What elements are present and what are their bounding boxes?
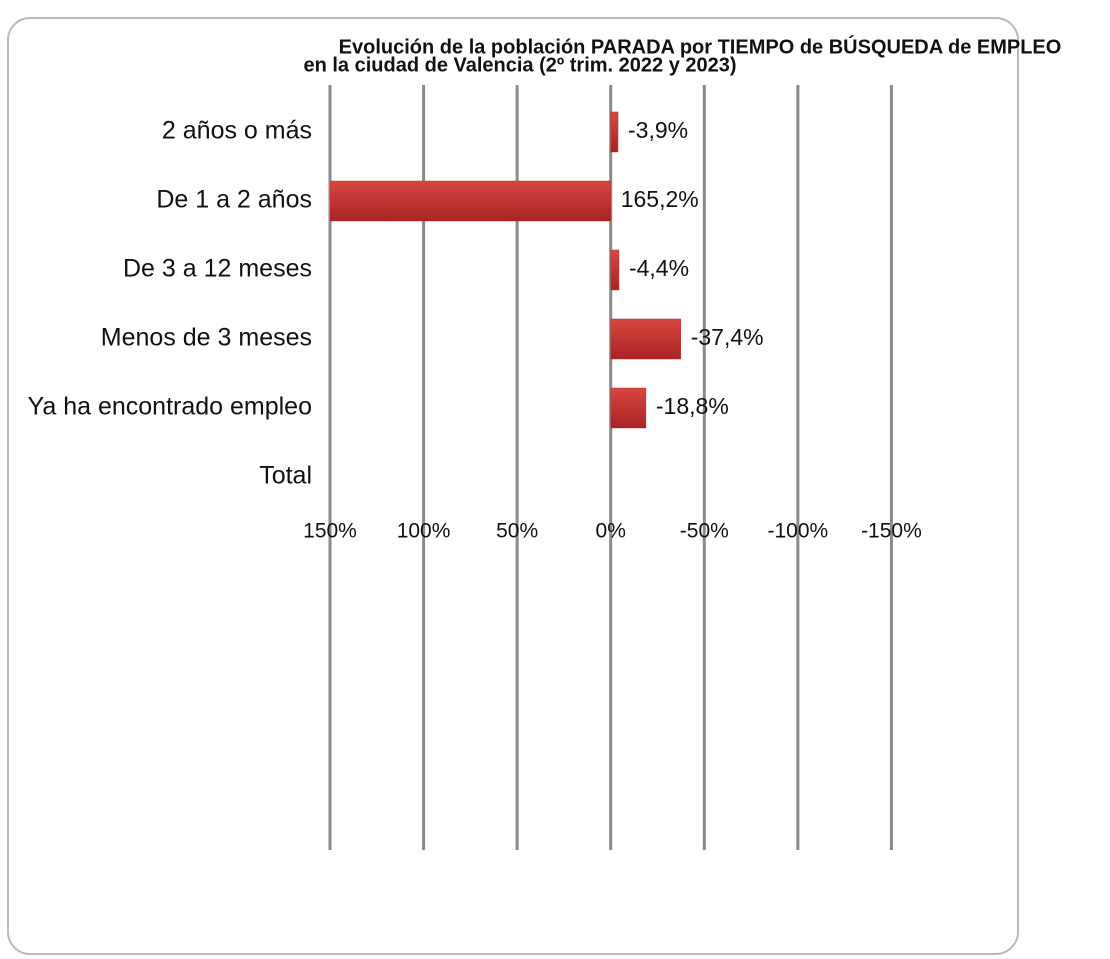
x-tick-label: 50% <box>496 520 538 543</box>
labels: 150% 100% 50% 0% -50% -100% -150% 2 años o más -… <box>28 117 922 543</box>
y-tick-label: Menos de 3 meses <box>101 324 312 352</box>
value-label: -3,9% <box>628 117 688 143</box>
x-tick-label: -50% <box>680 520 729 543</box>
y-tick-label: De 1 a 2 años <box>156 186 312 214</box>
chart-title: Evolución de la población PARADA por TIE… <box>339 34 1062 58</box>
bars <box>330 111 681 429</box>
x-tick-label: 150% <box>303 520 357 543</box>
bar <box>610 111 619 153</box>
chart-frame <box>7 17 1019 955</box>
y-tick-label: Total <box>259 462 312 490</box>
x-tick-label: 0% <box>596 520 626 543</box>
bar <box>610 249 620 291</box>
value-label: -18,8% <box>656 393 729 419</box>
y-tick-label: De 3 a 12 meses <box>123 255 312 283</box>
x-tick-label: -100% <box>768 520 829 543</box>
x-tick-label: -150% <box>861 520 922 543</box>
value-label: -4,4% <box>629 255 689 281</box>
y-tick-label: Ya ha encontrado empleo <box>28 393 312 421</box>
x-tick-label: 100% <box>397 520 451 543</box>
bar <box>330 180 611 222</box>
chart-subtitle: en la ciudad de Valencia (2º trim. 2022 … <box>303 54 736 76</box>
bar <box>610 318 681 360</box>
value-label: -37,4% <box>691 324 764 350</box>
value-label: 165,2% <box>621 186 699 212</box>
y-tick-label: 2 años o más <box>162 117 312 145</box>
bar <box>610 387 647 429</box>
